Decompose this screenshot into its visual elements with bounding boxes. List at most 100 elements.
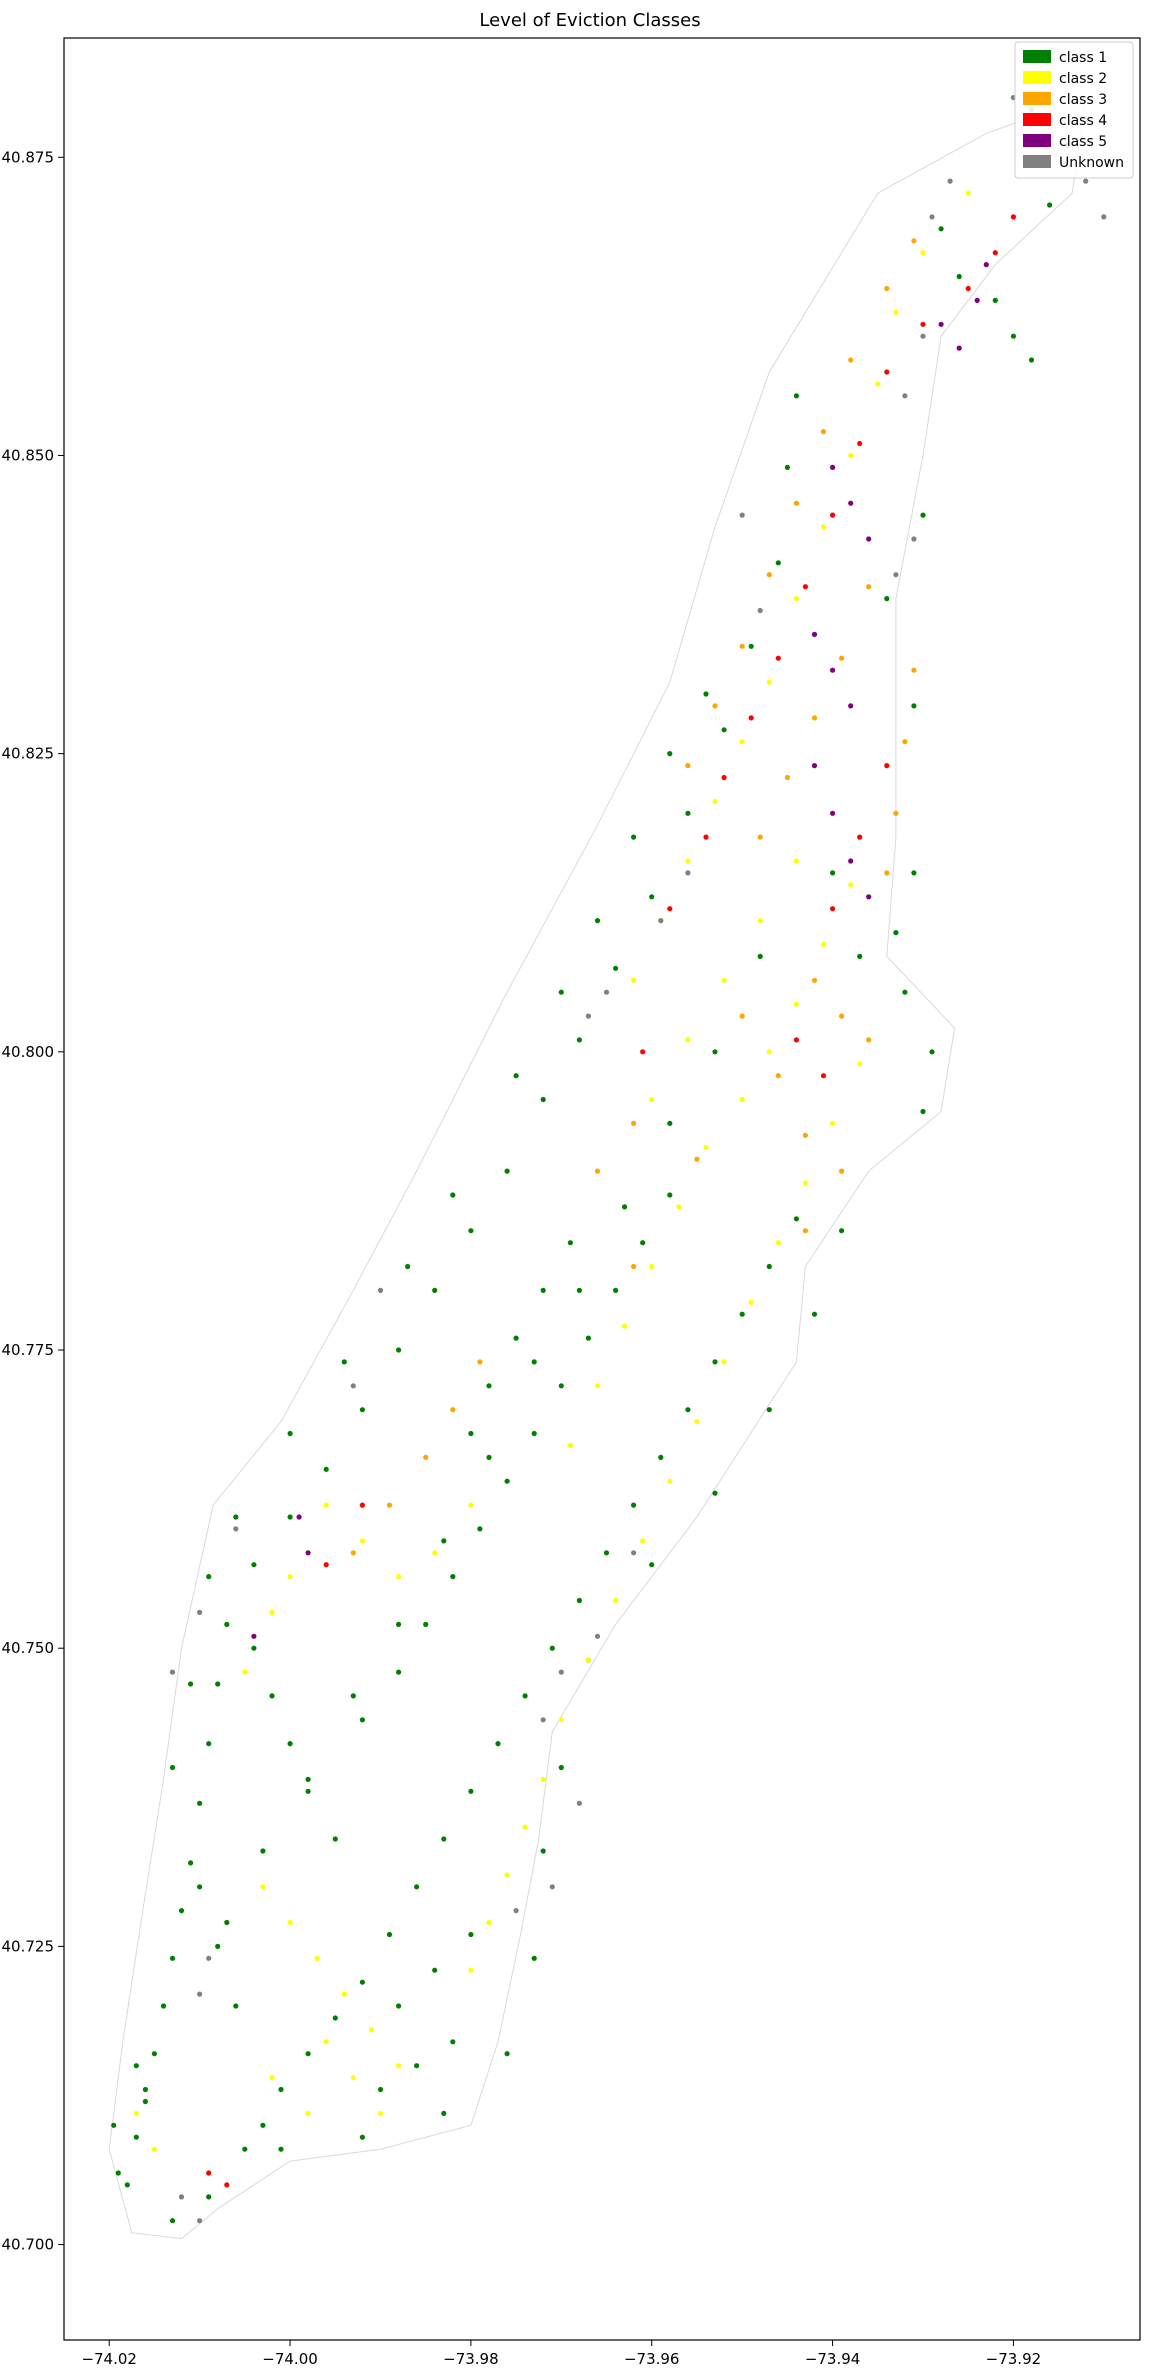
- data-point: [513, 1335, 519, 1341]
- data-point: [441, 2110, 447, 2116]
- data-point: [884, 870, 890, 876]
- data-point: [495, 1741, 501, 1747]
- data-point: [640, 1049, 646, 1055]
- data-point: [468, 1430, 474, 1437]
- data-point: [775, 1073, 781, 1079]
- data-point: [468, 1502, 474, 1508]
- data-point: [133, 2063, 139, 2069]
- data-point: [287, 1514, 293, 1520]
- data-point: [405, 1263, 411, 1270]
- data-point: [305, 2051, 311, 2057]
- data-point: [414, 2063, 420, 2069]
- data-point: [920, 321, 926, 327]
- data-point: [811, 631, 818, 638]
- data-point: [359, 1538, 365, 1544]
- data-point: [947, 178, 953, 184]
- data-point: [920, 1108, 926, 1115]
- data-point: [631, 1120, 637, 1126]
- data-point: [793, 393, 800, 399]
- data-point: [504, 1168, 510, 1174]
- data-point: [432, 1287, 438, 1293]
- data-point: [839, 1013, 845, 1019]
- data-point: [305, 2110, 311, 2116]
- data-point: [820, 941, 827, 948]
- data-point: [784, 774, 791, 781]
- legend-label: class 4: [1059, 113, 1107, 129]
- data-point: [513, 1073, 519, 1079]
- data-point: [377, 2110, 384, 2116]
- data-point: [540, 1848, 546, 1854]
- data-point: [558, 1764, 564, 1771]
- data-point: [884, 369, 890, 375]
- data-point: [613, 965, 619, 971]
- data-point: [260, 1848, 266, 1854]
- data-point: [631, 977, 637, 983]
- data-point: [667, 1478, 673, 1484]
- data-point: [323, 1502, 329, 1508]
- data-point: [685, 810, 691, 816]
- data-point: [359, 1979, 365, 1985]
- data-point: [386, 1502, 393, 1508]
- data-point: [450, 1574, 456, 1580]
- data-point: [576, 1037, 583, 1043]
- data-point: [830, 667, 836, 673]
- data-point: [251, 1633, 257, 1639]
- data-point: [739, 1013, 745, 1019]
- data-point: [866, 584, 872, 590]
- data-point: [1028, 357, 1035, 363]
- data-point: [640, 1538, 646, 1544]
- data-point: [540, 1096, 546, 1103]
- data-point: [667, 1192, 673, 1198]
- data-point: [359, 1502, 365, 1508]
- data-point: [676, 1204, 682, 1210]
- data-point: [558, 989, 564, 995]
- data-point: [920, 250, 926, 256]
- data-point: [667, 751, 673, 757]
- data-point: [233, 1514, 239, 1520]
- data-point: [667, 1120, 673, 1126]
- data-point: [251, 1562, 257, 1568]
- data-point: [793, 858, 800, 864]
- data-point: [775, 1240, 781, 1246]
- y-tick-label: 40.700: [2, 2236, 55, 2254]
- data-point: [929, 214, 935, 220]
- data-point: [640, 1240, 646, 1246]
- data-point: [712, 703, 718, 709]
- y-tick-label: 40.875: [2, 148, 55, 166]
- data-point: [332, 1836, 338, 1842]
- data-point: [721, 977, 727, 983]
- data-point: [450, 1192, 456, 1198]
- data-point: [215, 1681, 221, 1687]
- data-point: [549, 1645, 555, 1651]
- data-point: [242, 1669, 248, 1675]
- data-point: [396, 1574, 402, 1580]
- data-point: [811, 1311, 818, 1317]
- data-point: [793, 1216, 800, 1222]
- data-point: [504, 1478, 510, 1484]
- data-point: [151, 2051, 157, 2057]
- data-point: [576, 1287, 583, 1293]
- manhattan-outline: [108, 96, 1087, 2240]
- data-point: [350, 1693, 356, 1699]
- data-point: [160, 2003, 167, 2009]
- data-point: [911, 703, 917, 709]
- y-tick-label: 40.775: [2, 1341, 55, 1359]
- data-point: [802, 1132, 809, 1138]
- data-point: [757, 953, 763, 960]
- data-point: [197, 1609, 203, 1615]
- data-point: [857, 440, 863, 447]
- data-point: [115, 2170, 121, 2176]
- data-point: [531, 1359, 537, 1365]
- data-point: [206, 1574, 212, 1580]
- data-point: [215, 1943, 221, 1949]
- data-point: [558, 1383, 564, 1389]
- data-point: [830, 464, 836, 470]
- data-point: [793, 596, 800, 602]
- data-point: [757, 607, 763, 614]
- data-point: [359, 2134, 365, 2140]
- data-point: [766, 572, 772, 578]
- data-point: [332, 2015, 338, 2021]
- data-point: [902, 393, 908, 399]
- data-point: [468, 1228, 474, 1234]
- data-point: [206, 2194, 212, 2200]
